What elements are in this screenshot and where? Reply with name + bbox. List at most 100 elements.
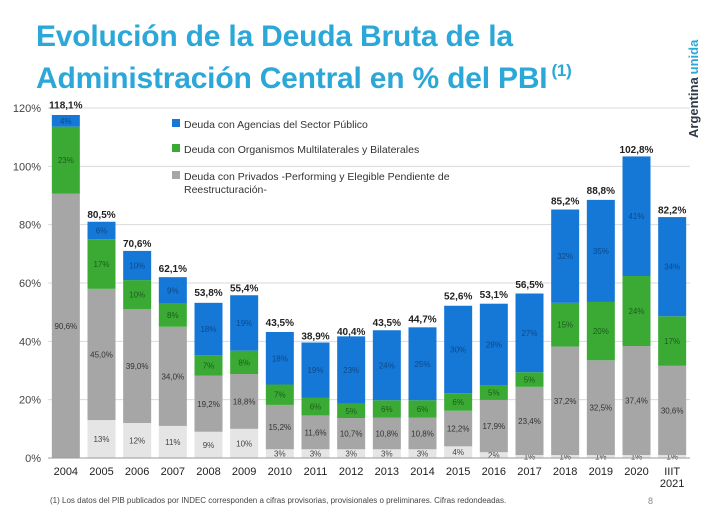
segment-value-label: 10,8% (375, 430, 398, 439)
y-tick-label: 60% (19, 278, 41, 290)
bar-segment-privados-base (408, 449, 437, 458)
bar-segment-privados (123, 309, 152, 423)
title-footnote-ref: (1) (551, 61, 572, 80)
bar-segment-organismos (658, 316, 687, 366)
legend-item-privados-swatch (172, 171, 180, 179)
x-tick-label: 2017 (517, 466, 541, 478)
x-tick-label: IIIT (664, 466, 680, 478)
segment-value-label: 1% (595, 453, 607, 462)
segment-value-label: 27% (521, 329, 537, 338)
bar-total-label: 44,7% (408, 315, 436, 326)
x-tick-label: 2021 (660, 478, 684, 490)
segment-value-label: 18% (272, 354, 288, 363)
bar-segment-organismos (372, 400, 401, 418)
bar-segment-privados-base (194, 431, 223, 458)
bar-segment-privados (265, 404, 294, 450)
bar-segment-agencias (622, 156, 651, 276)
segment-value-label: 19% (236, 319, 252, 328)
bar-segment-organismos (515, 372, 544, 387)
bar-segment-privados-base (337, 449, 366, 458)
x-tick-label: 2019 (589, 466, 613, 478)
segment-value-label: 10,8% (411, 430, 434, 439)
bar-segment-privados-base (123, 423, 152, 458)
legend-item-agencias-label: Deuda con Agencias del Sector Público (184, 119, 368, 131)
bar-segment-organismos (265, 384, 294, 405)
bar-segment-privados (515, 386, 544, 456)
segment-value-label: 34,0% (161, 372, 184, 381)
bar-segment-privados-base (515, 455, 544, 458)
bar-segment-privados (658, 365, 687, 456)
x-tick-label: 2007 (161, 466, 185, 478)
segment-value-label: 32% (557, 252, 573, 261)
bar-segment-privados (479, 399, 508, 453)
bar-segment-agencias (301, 342, 330, 398)
segment-value-label: 30% (450, 346, 466, 355)
bar-total-label: 70,6% (123, 239, 151, 250)
debt-chart: 0%20%40%60%80%100%120%0%90,6%23%4%118,1%… (13, 101, 690, 490)
bar-segment-privados (51, 193, 80, 458)
segment-value-label: 6% (452, 398, 464, 407)
x-tick-label: 2005 (89, 466, 113, 478)
bar-segment-agencias (87, 221, 116, 240)
segment-value-label: 6% (417, 405, 429, 414)
bar-total-label: 53,1% (480, 290, 508, 301)
segment-value-label: 13% (93, 435, 109, 444)
bar-segment-organismos (194, 355, 223, 376)
bar-total-label: 43,5% (373, 318, 401, 329)
segment-value-label: 23% (58, 156, 74, 165)
bar-segment-agencias (337, 336, 366, 404)
bar-total-label: 102,8% (620, 145, 654, 156)
bar-total-label: 38,9% (301, 332, 329, 343)
segment-value-label: 3% (274, 450, 286, 459)
segment-value-label: 1% (631, 453, 643, 462)
segment-value-label: 37,2% (554, 397, 577, 406)
segment-value-label: 19,2% (197, 400, 220, 409)
x-tick-label: 2015 (446, 466, 470, 478)
page-number: 8 (648, 496, 654, 506)
bar-segment-privados-base (158, 425, 187, 458)
bar-segment-privados (622, 346, 651, 456)
bar-segment-organismos (87, 239, 116, 289)
bar-segment-privados (230, 374, 259, 429)
segment-value-label: 11% (165, 438, 180, 447)
bar-segment-agencias (479, 303, 508, 386)
segment-value-label: 7% (274, 391, 286, 400)
bar-segment-privados (551, 346, 580, 456)
bar-segment-privados (337, 418, 366, 450)
bar-total-label: 55,4% (230, 283, 258, 294)
bar-segment-privados (87, 288, 116, 421)
bar-segment-privados-base (230, 428, 259, 458)
x-tick-label: 2008 (196, 466, 220, 478)
bar-total-label: 85,2% (551, 197, 579, 208)
segment-value-label: 10% (129, 291, 145, 300)
bar-segment-privados-base (479, 452, 508, 458)
bar-segment-agencias (194, 302, 223, 356)
segment-value-label: 37,4% (625, 397, 648, 406)
segment-value-label: 30,6% (661, 406, 684, 415)
segment-value-label: 5% (345, 407, 357, 416)
bar-segment-agencias (658, 217, 687, 317)
bar-total-label: 62,1% (159, 264, 187, 275)
bar-segment-privados (586, 360, 615, 456)
segment-value-label: 4% (452, 448, 464, 457)
page-title: Evolución de la Deuda Bruta de la Admini… (36, 20, 636, 96)
segment-value-label: 18,8% (233, 397, 256, 406)
y-tick-label: 40% (19, 336, 41, 348)
segment-value-label: 10% (129, 262, 145, 271)
y-tick-label: 80% (19, 220, 41, 232)
bar-segment-privados (444, 410, 473, 447)
bar-total-label: 52,6% (444, 292, 472, 303)
bar-segment-agencias (444, 305, 473, 394)
segment-value-label: 17,9% (482, 422, 505, 431)
bar-segment-agencias (230, 295, 259, 351)
bar-segment-privados-base (551, 455, 580, 458)
segment-value-label: 45,0% (90, 350, 113, 359)
segment-value-label: 25% (414, 360, 430, 369)
bar-segment-organismos (551, 302, 580, 347)
segment-value-label: 5% (524, 376, 536, 385)
bar-segment-agencias (158, 277, 187, 304)
segment-value-label: 18% (200, 325, 216, 334)
segment-value-label: 6% (96, 227, 108, 236)
segment-value-label: 28% (486, 341, 502, 350)
segment-value-label: 24% (628, 307, 644, 316)
